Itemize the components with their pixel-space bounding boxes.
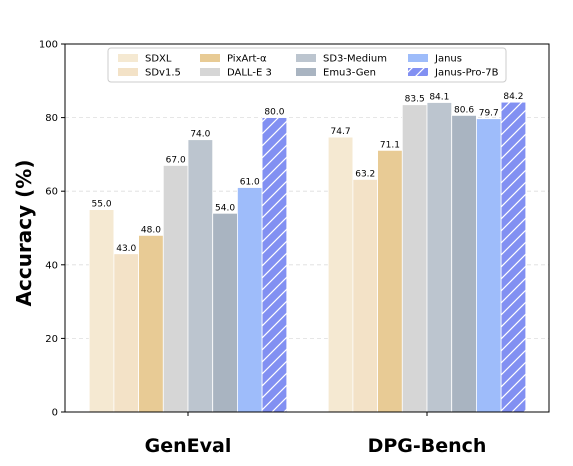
bar — [327, 136, 354, 413]
bar-value-label: 80.6 — [454, 105, 474, 115]
legend-swatch — [118, 68, 138, 76]
bar-value-label: 79.7 — [479, 109, 499, 119]
y-tick-label: 20 — [45, 334, 58, 345]
bars — [88, 101, 527, 413]
bar-value-label: 67.0 — [166, 155, 186, 165]
bar-hatch — [262, 117, 287, 412]
bar — [475, 118, 502, 413]
legend: SDXL SDv1.5 PixArt-α DALL-E 3 SD3-Medium Emu3… — [107, 47, 507, 83]
legend-swatch — [200, 54, 220, 62]
bar — [236, 187, 263, 413]
bar-value-label: 84.1 — [429, 93, 449, 103]
legend-label: Janus — [434, 54, 462, 65]
bar-value-label: 83.5 — [405, 95, 425, 105]
y-tick-label: 60 — [45, 187, 58, 198]
legend-swatch — [118, 54, 138, 62]
bar-value-label: 54.0 — [215, 203, 235, 213]
legend-label: DALL-E 3 — [227, 68, 272, 79]
y-axis-label: Accuracy (%) — [12, 160, 36, 307]
bar — [138, 234, 164, 413]
legend-label: SDXL — [145, 54, 172, 65]
legend-label: SD3-Medium — [323, 54, 387, 65]
bar — [426, 102, 453, 413]
bar — [401, 104, 428, 413]
legend-swatch — [296, 54, 316, 62]
bar — [377, 149, 403, 413]
bar-value-label: 63.2 — [355, 169, 375, 179]
bar — [113, 253, 140, 413]
data-labels: 55.0 43.0 48.0 67.0 74.0 54.0 61.0 80.0 74.7 63.2… — [92, 92, 524, 254]
legend-label: Emu3-Gen — [323, 68, 376, 79]
x-category-label: DPG-Bench — [368, 435, 487, 457]
bar-value-label: 43.0 — [116, 244, 136, 254]
legend-label: SDv1.5 — [145, 68, 181, 79]
bar — [187, 139, 214, 413]
bar — [212, 212, 238, 413]
bar-value-label: 74.7 — [331, 127, 351, 137]
bar-value-label: 74.0 — [190, 130, 210, 140]
bar — [162, 165, 189, 413]
legend-swatch — [296, 68, 316, 76]
y-axis: 0 20 40 60 80 100 — [39, 40, 65, 419]
x-category-label: GenEval — [145, 435, 232, 457]
bar-value-label: 80.0 — [264, 108, 284, 118]
bar-value-label: 71.1 — [380, 140, 400, 150]
y-tick-label: 0 — [52, 408, 58, 419]
bar-hatch — [501, 102, 526, 413]
bar — [352, 179, 378, 413]
bar — [451, 114, 477, 413]
bar-value-label: 61.0 — [240, 178, 260, 188]
bar-value-label: 55.0 — [92, 200, 112, 210]
y-tick-label: 80 — [45, 113, 58, 124]
legend-swatch-hatch — [408, 68, 428, 76]
legend-label: Janus-Pro-7B — [434, 68, 499, 79]
bar — [88, 209, 115, 413]
bar-value-label: 84.2 — [503, 92, 523, 102]
x-axis: GenEval DPG-Bench — [145, 412, 487, 457]
y-tick-label: 40 — [45, 260, 58, 271]
bar-value-label: 48.0 — [141, 225, 161, 235]
legend-swatch — [408, 54, 428, 62]
y-tick-label: 100 — [39, 40, 58, 51]
legend-label: PixArt-α — [227, 54, 267, 65]
plot-frame — [64, 43, 550, 413]
legend-swatch — [200, 68, 220, 76]
